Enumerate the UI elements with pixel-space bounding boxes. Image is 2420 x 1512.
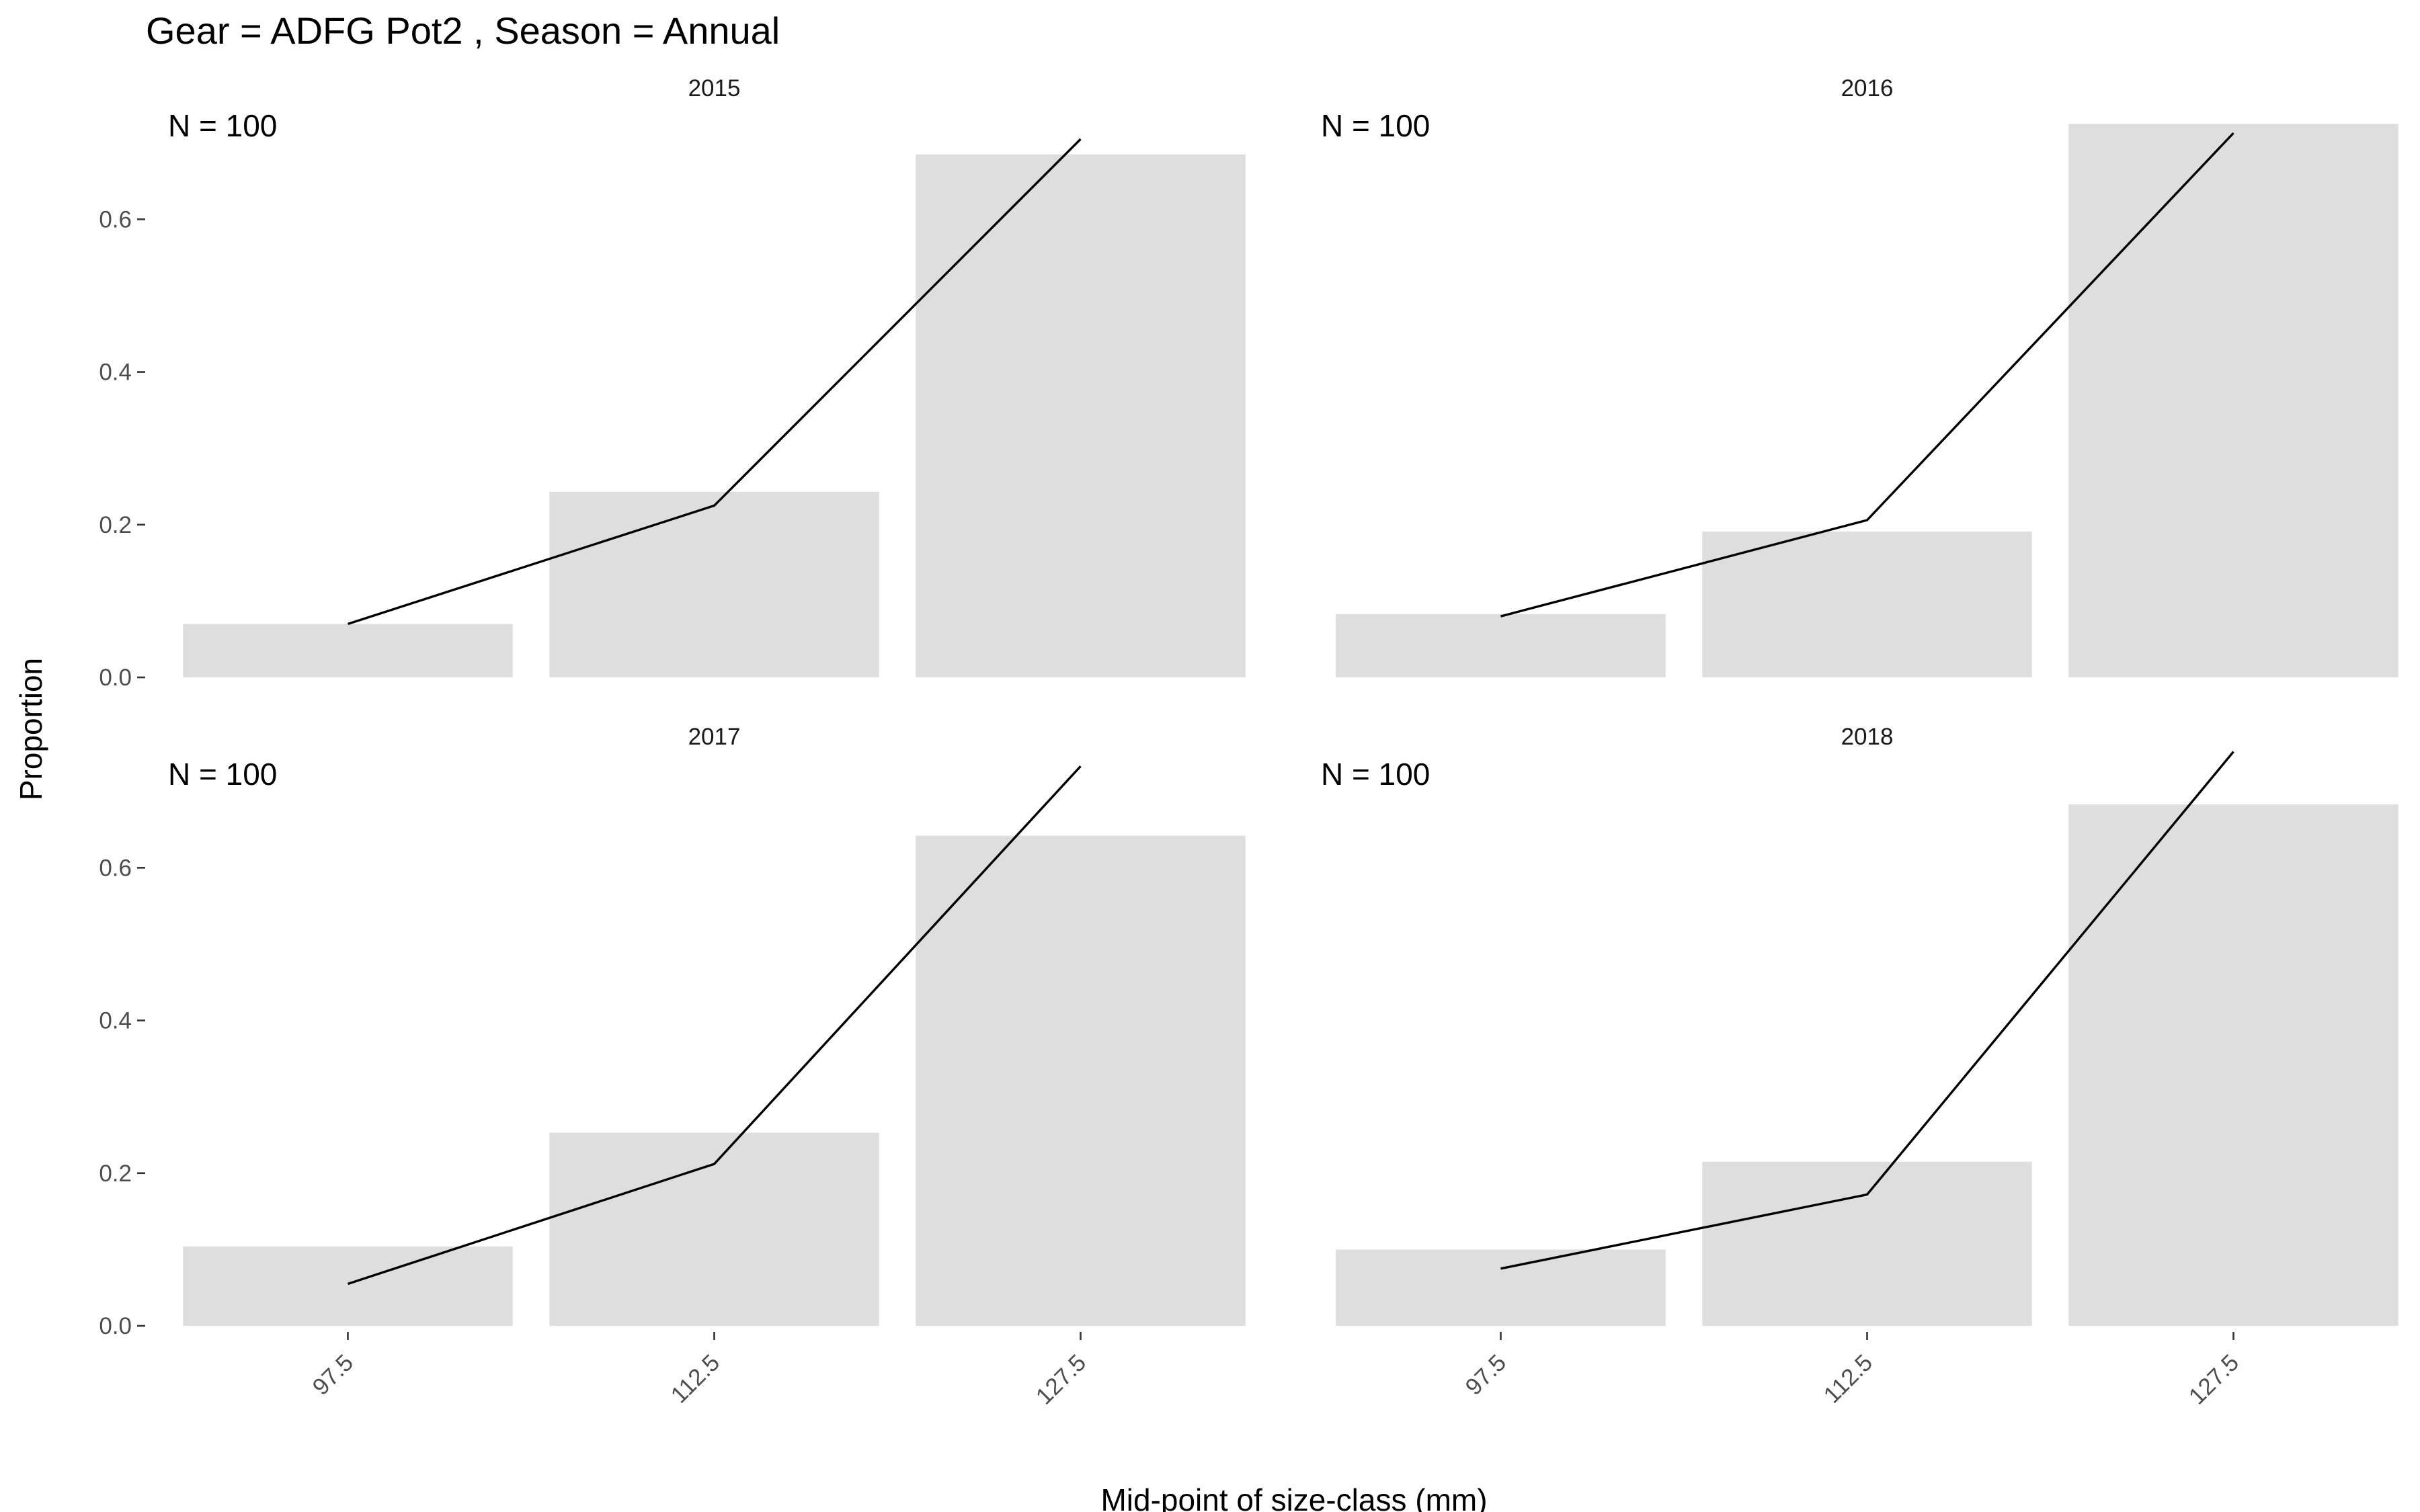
panels: 2015 N = 100 0.0 0.2 0.4 0.6 2016 N = 100 2017 N … [99,75,2398,1339]
panel-strip-label: 2018 [1841,724,1894,750]
panel-2016: 2016 N = 100 [1321,75,2398,677]
panel-2017: 2017 N = 100 0.0 0.2 0.4 0.6 [99,724,1246,1339]
y-tick-label: 0.0 [99,1313,132,1339]
panel-strip-label: 2017 [688,724,741,750]
panel-n-label: N = 100 [1321,757,1430,792]
x-tick-label: 97.5 [307,1349,358,1400]
panel-2015: 2015 N = 100 0.0 0.2 0.4 0.6 [99,75,1246,691]
bar-112.5 [1702,532,2032,677]
x-axis: 97.5 112.5 127.5 97.5 112.5 127.5 [307,1332,2244,1410]
bar-97.5 [1336,1249,1666,1326]
x-tick-label: 112.5 [1818,1349,1878,1409]
y-tick-label: 0.2 [99,512,132,538]
chart-title: Gear = ADFG Pot2 , Season = Annual [146,9,780,52]
y-tick-label: 0.0 [99,665,132,691]
y-tick-label: 0.6 [99,855,132,881]
panel-n-label: N = 100 [168,757,277,792]
y-axis-title: Proportion [13,658,48,800]
bar-97.5 [183,1246,513,1326]
y-tick-label: 0.6 [99,206,132,233]
x-tick-label: 112.5 [666,1349,725,1409]
predicted-line [347,765,1082,1286]
bar-112.5 [549,1132,879,1326]
panel-n-label: N = 100 [168,108,277,143]
predicted-line [1500,132,2234,618]
x-tick-label: 97.5 [1460,1349,1511,1400]
panel-strip-label: 2015 [688,75,741,101]
x-tick-label: 127.5 [1031,1349,1092,1410]
x-axis-title: Mid-point of size-class (mm) [1100,1482,1487,1512]
panel-n-label: N = 100 [1321,108,1430,143]
bar-127.5 [916,835,1246,1326]
y-tick-label: 0.4 [99,1008,132,1034]
predicted-line [347,138,1082,626]
predicted-line [1500,751,2234,1270]
panel-2018: 2018 N = 100 [1321,724,2398,1326]
bar-112.5 [1702,1161,2032,1326]
bar-97.5 [1336,614,1666,677]
bar-127.5 [916,154,1246,677]
panel-strip-label: 2016 [1841,75,1894,101]
x-tick-label: 127.5 [2184,1349,2245,1410]
y-tick-label: 0.4 [99,360,132,386]
bar-97.5 [183,624,513,677]
bar-127.5 [2068,804,2398,1326]
bar-127.5 [2068,124,2398,677]
y-tick-label: 0.2 [99,1161,132,1187]
bar-112.5 [549,491,879,677]
